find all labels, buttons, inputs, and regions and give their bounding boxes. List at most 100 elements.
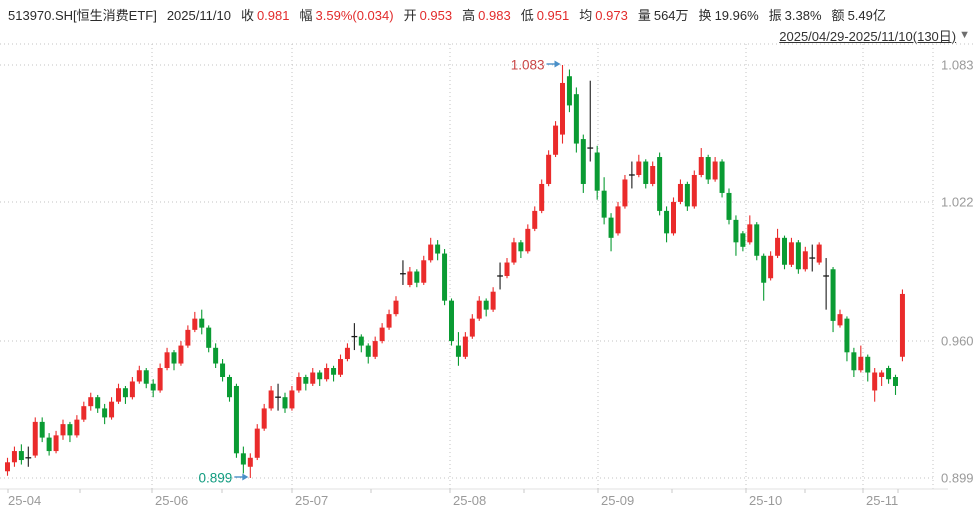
quote-field-label: 振: [768, 8, 782, 23]
candle-body: [684, 183, 690, 207]
candle-body: [88, 397, 94, 407]
dropdown-arrow-icon[interactable]: ▼: [959, 29, 970, 41]
candle-body: [483, 300, 489, 310]
date-range-selector[interactable]: 2025/04/29-2025/11/10(130日): [779, 29, 957, 44]
quote-field: 幅 3.59%(0.034): [300, 5, 394, 24]
candle-body: [268, 390, 274, 409]
candle-body: [192, 318, 198, 330]
date-range-row: 2025/04/29-2025/11/10(130日) ▼: [779, 26, 970, 45]
candle-body: [143, 370, 149, 384]
candle-body: [872, 372, 878, 391]
candle-body: [379, 327, 385, 342]
candle-body: [560, 82, 565, 135]
candle-body: [594, 152, 600, 191]
quote-field-value: 0.981: [256, 8, 290, 23]
y-axis-label: 0.960: [941, 334, 974, 349]
candle-body: [178, 345, 184, 364]
candle-body: [462, 336, 468, 357]
quote-field: 收 0.981: [241, 5, 290, 24]
candle-body: [712, 161, 718, 180]
candle-body: [879, 372, 885, 377]
quote-date: 2025/11/10: [166, 8, 231, 23]
quote-field-label: 低: [520, 8, 534, 23]
candle-body: [677, 183, 683, 202]
candle-body: [553, 125, 559, 155]
candle-body: [365, 345, 371, 357]
x-axis-label: 25-04: [8, 493, 41, 508]
candle-body: [511, 242, 517, 263]
candle-body: [60, 424, 66, 436]
x-axis-label: 25-06: [155, 493, 188, 508]
quote-field: 低 0.951: [521, 5, 570, 24]
candle-body: [289, 390, 295, 409]
candle-body: [580, 139, 586, 184]
candle-body: [636, 161, 642, 175]
candle-body: [899, 293, 905, 357]
candle-body: [705, 157, 711, 180]
quote-field-label: 开: [403, 8, 417, 23]
candle-body: [358, 336, 364, 346]
candle-body: [220, 363, 226, 377]
candle-body: [573, 94, 579, 144]
quote-field-value: 0.983: [478, 8, 511, 23]
candle-body: [435, 244, 441, 254]
candle-body: [782, 237, 787, 265]
candle-body: [886, 368, 892, 380]
candle-body: [754, 224, 760, 256]
candle-body: [691, 174, 697, 207]
candle-body: [414, 271, 420, 283]
quote-field-value: 564万: [653, 8, 689, 23]
quote-field: 量 564万: [638, 5, 689, 24]
candle-body: [650, 166, 656, 184]
candle-body: [525, 228, 531, 252]
candle-body: [719, 161, 725, 193]
candle-body: [830, 269, 836, 321]
candle-body: [338, 359, 343, 375]
candle-body: [622, 179, 628, 207]
candle-body: [449, 300, 454, 342]
candle-body: [136, 370, 142, 382]
candlestick-chart: 1.083 1.022 0.960 0.899 25-04 25-06 25-07 25-08…: [0, 43, 975, 508]
candle-body: [372, 341, 378, 357]
candle-body: [240, 453, 246, 465]
quote-field-label: 额: [831, 8, 845, 23]
quote-field-value: 3.59%(0.034): [315, 8, 394, 23]
quote-field: 换 19.96%: [699, 5, 759, 24]
y-axis-label: 1.022: [941, 194, 974, 209]
candle-body: [393, 300, 399, 315]
candle-body: [539, 183, 545, 211]
candle-body: [11, 451, 17, 463]
candle-body: [95, 397, 101, 409]
y-axis-label: 0.899: [941, 471, 974, 486]
candle-body: [39, 421, 45, 438]
quote-header: 513970.SH[恒生消费ETF] 2025/11/10 收 0.981 幅 3.5…: [8, 5, 886, 24]
candle-body: [844, 318, 850, 353]
candle-body: [615, 206, 621, 234]
low-price-annotation: 0.899: [199, 471, 233, 486]
x-axis-label: 25-11: [866, 493, 898, 508]
candle-body: [233, 385, 239, 454]
candle-body: [532, 210, 538, 229]
candle-body: [858, 356, 864, 371]
candle-body: [601, 190, 607, 218]
candle-body: [442, 253, 448, 301]
y-axis-label: 1.083: [941, 58, 974, 73]
candle-body: [490, 291, 496, 310]
candle-body: [851, 352, 857, 371]
candle-body: [199, 318, 205, 328]
quote-field: 开 0.953: [404, 5, 453, 24]
high-price-annotation: 1.083: [511, 58, 545, 73]
candle-body: [476, 300, 482, 319]
candle-body: [247, 457, 253, 467]
candle-body: [261, 408, 267, 429]
candle-body: [213, 347, 219, 364]
quote-field-value: 3.38%: [784, 8, 822, 23]
candle-body: [608, 217, 614, 238]
candle-body: [671, 201, 676, 234]
quote-field-label: 收: [240, 8, 254, 23]
quote-field-value: 0.951: [536, 8, 570, 23]
candle-body: [795, 242, 801, 270]
symbol-name: 513970.SH[恒生消费ETF]: [8, 8, 157, 23]
candle-body: [733, 219, 739, 243]
